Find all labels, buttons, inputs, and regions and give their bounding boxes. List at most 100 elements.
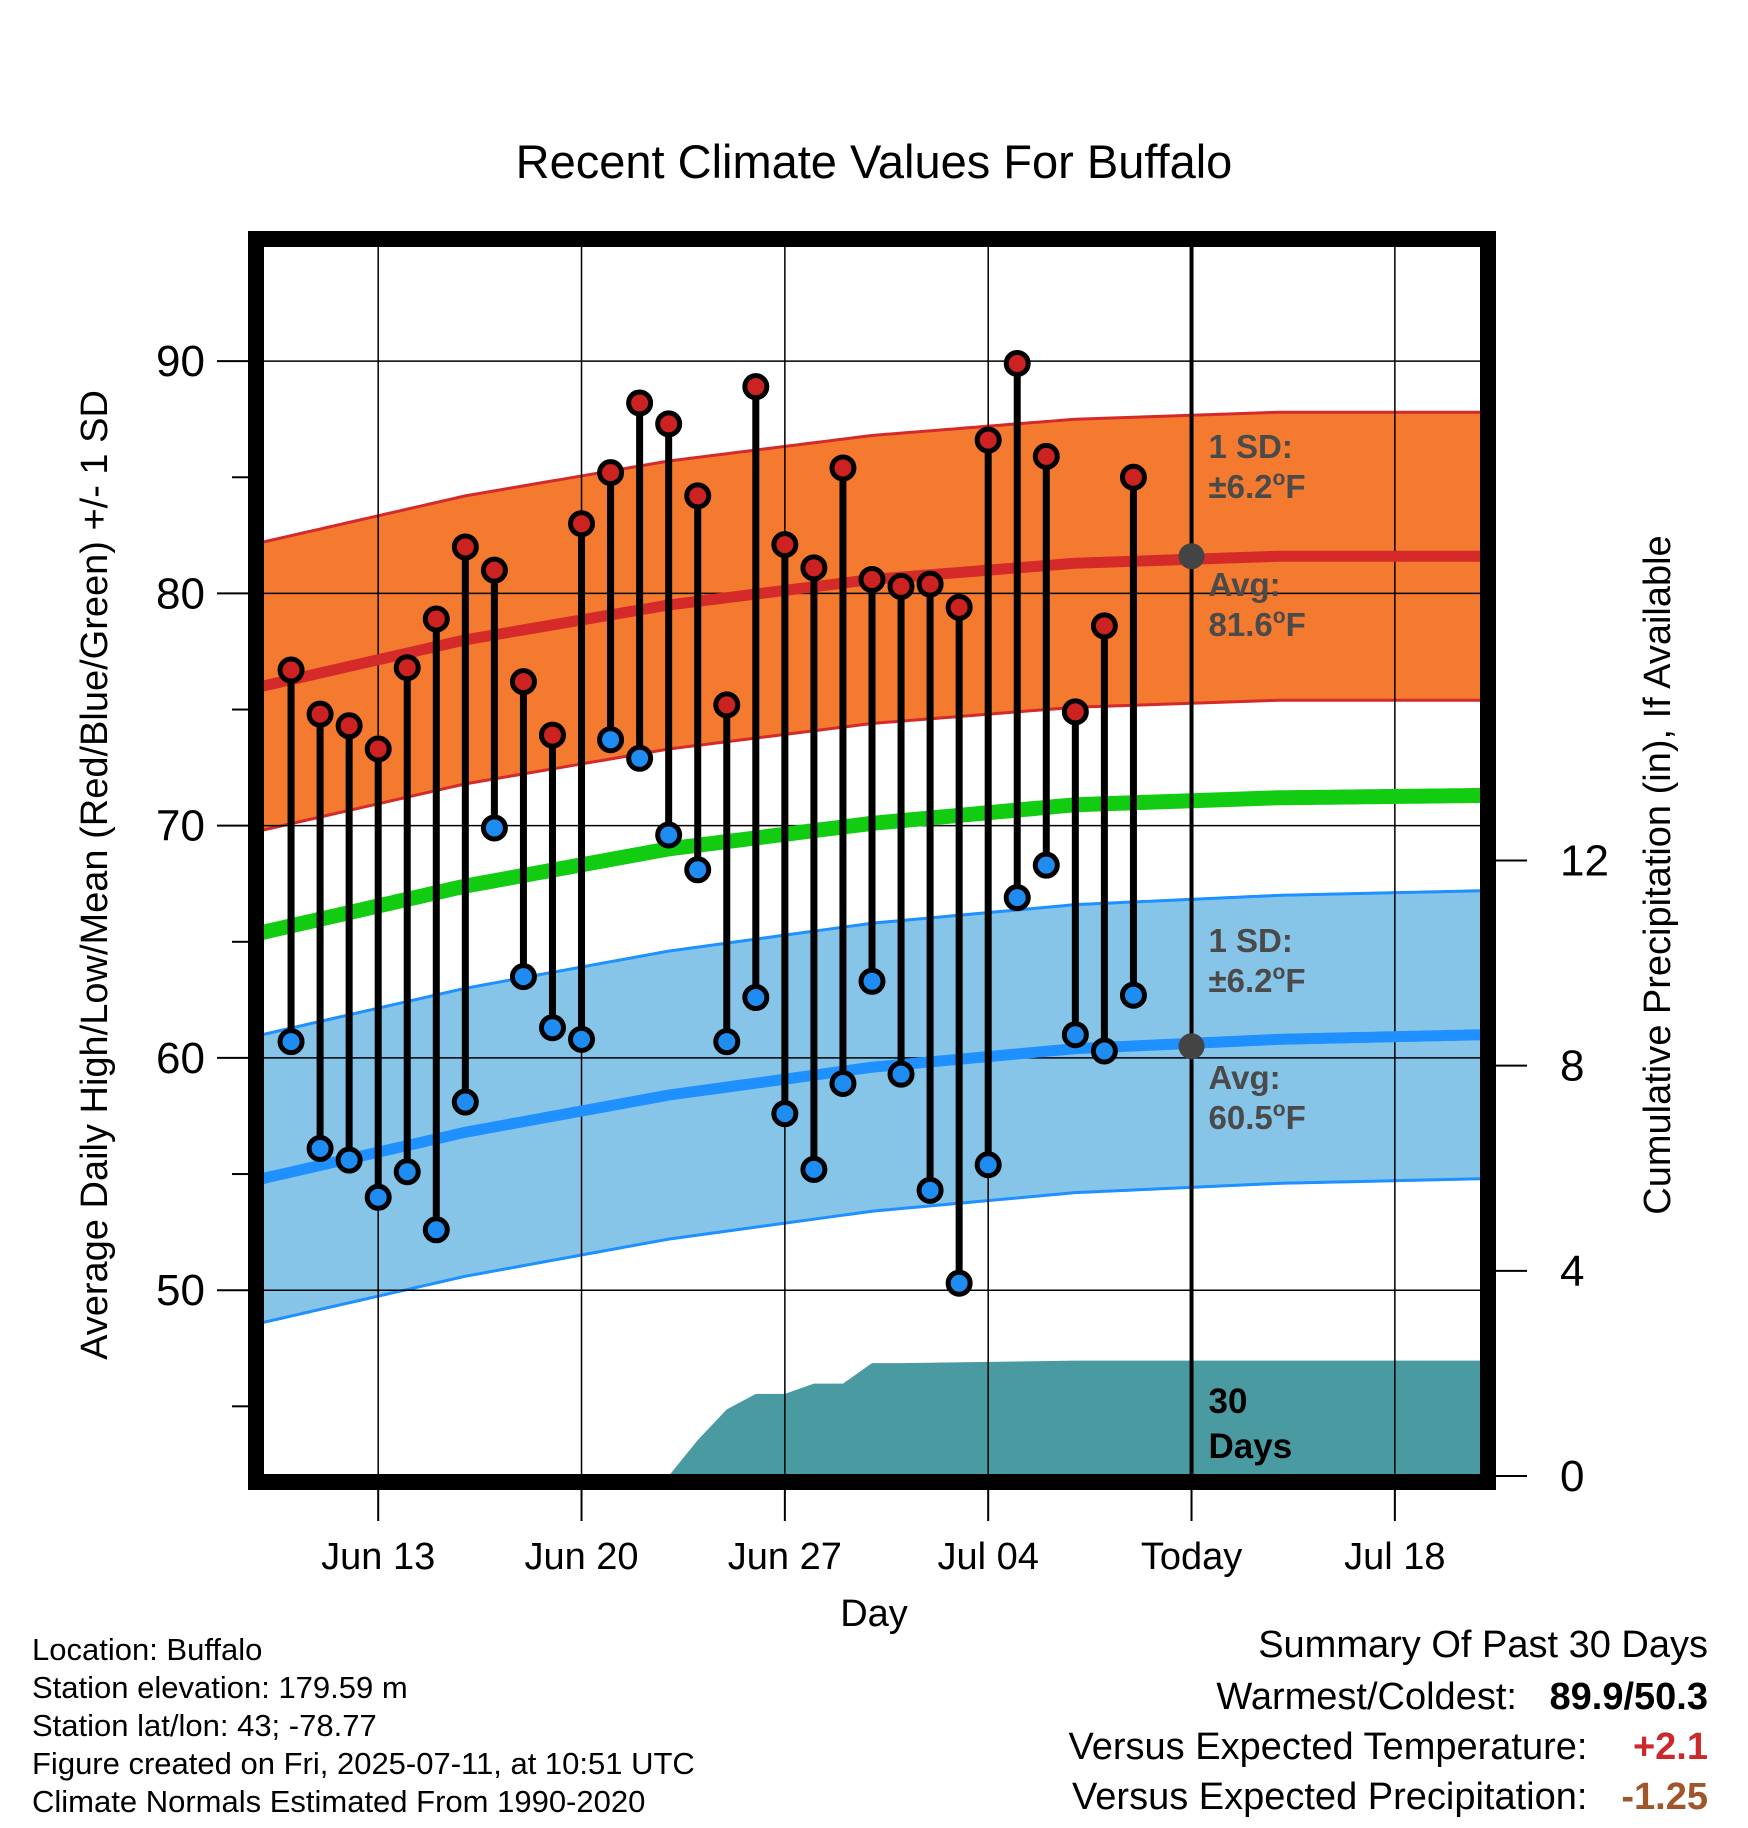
x-tick-label: Jun 13 <box>321 1536 435 1578</box>
daily-high-point <box>829 454 857 482</box>
daily-high-point <box>771 531 799 559</box>
daily-high-point <box>1090 612 1118 640</box>
daily-high-point <box>626 389 654 417</box>
daily-high-point <box>742 373 770 401</box>
low-sd-label: 1 SD: <box>1209 922 1293 959</box>
y2-tick-label: 0 <box>1560 1452 1584 1501</box>
daily-low-point <box>480 814 508 842</box>
x-tick-label: Jul 04 <box>937 1536 1038 1578</box>
meta-created: Figure created on Fri, 2025-07-11, at 10… <box>32 1746 695 1781</box>
daily-low-point <box>1032 851 1060 879</box>
meta-latlon: Station lat/lon: 43; -78.77 <box>32 1708 377 1743</box>
meta-elevation: Station elevation: 179.59 m <box>32 1670 408 1705</box>
daily-low-point <box>626 744 654 772</box>
daily-low-point <box>887 1060 915 1088</box>
y-axis-label: Average Daily High/Low/Mean (Red/Blue/Gr… <box>74 390 116 1360</box>
low-sd-band <box>262 890 1482 1323</box>
daily-low-point <box>829 1069 857 1097</box>
x-tick-label: Jul 18 <box>1344 1536 1445 1578</box>
daily-high-point <box>684 482 712 510</box>
meta-normals: Climate Normals Estimated From 1990-2020 <box>32 1784 646 1819</box>
daily-low-point <box>568 1025 596 1053</box>
plot-frame <box>248 231 1496 1490</box>
daily-low-point <box>277 1028 305 1056</box>
high-avg-value: 81.6oF <box>1209 605 1306 643</box>
daily-high-point <box>1003 349 1031 377</box>
high-sd-band-upper-edge <box>262 410 1482 544</box>
daily-high-point <box>335 712 363 740</box>
y2-tick-label: 8 <box>1560 1042 1584 1091</box>
daily-low-point <box>1061 1021 1089 1049</box>
daily-low-point <box>393 1158 421 1186</box>
summary-warm-cold: Warmest/Coldest: 89.9/50.3 <box>1216 1676 1708 1719</box>
y-tick-label: 60 <box>156 1034 205 1083</box>
y-tick-label: 50 <box>156 1266 205 1315</box>
y2-tick-label: 4 <box>1560 1247 1584 1296</box>
daily-high-point <box>509 668 537 696</box>
daily-low-point <box>306 1135 334 1163</box>
daily-low-point <box>1119 981 1147 1009</box>
daily-high-point <box>364 735 392 763</box>
summary-precip: Versus Expected Precipitation: -1.25 <box>1072 1776 1708 1819</box>
y-tick-label: 90 <box>156 337 205 386</box>
low-sd-band-lower-edge <box>262 1177 1482 1325</box>
daily-high-point <box>480 556 508 584</box>
daily-low-point <box>422 1216 450 1244</box>
x-tick-label: Jun 27 <box>728 1536 842 1578</box>
daily-high-point <box>800 554 828 582</box>
x-tick-label: Jun 20 <box>524 1536 638 1578</box>
daily-low-point <box>684 856 712 884</box>
daily-low-point <box>858 967 886 995</box>
high-sd-label: 1 SD: <box>1209 428 1293 465</box>
x-axis-label: Day <box>840 1593 908 1635</box>
precip-label-days: Days <box>1209 1427 1293 1466</box>
daily-high-point <box>451 533 479 561</box>
daily-high-point <box>1061 698 1089 726</box>
y2-tick-label: 12 <box>1560 837 1609 886</box>
daily-high-point <box>306 700 334 728</box>
high-sd-value: ±6.2oF <box>1209 467 1306 505</box>
daily-high-point <box>538 721 566 749</box>
low-sd-value: ±6.2oF <box>1209 961 1306 999</box>
daily-high-point <box>887 572 915 600</box>
y-tick-label: 80 <box>156 569 205 618</box>
daily-low-point <box>655 821 683 849</box>
daily-high-point <box>858 565 886 593</box>
summary-warm-cold-label: Warmest/Coldest: <box>1216 1676 1517 1718</box>
daily-low-point <box>771 1100 799 1128</box>
daily-low-point <box>451 1088 479 1116</box>
summary-heading: Summary Of Past 30 Days <box>1258 1624 1708 1666</box>
meta-location: Location: Buffalo <box>32 1632 263 1667</box>
daily-low-point <box>335 1146 363 1174</box>
daily-high-point <box>916 570 944 598</box>
daily-low-point <box>1003 884 1031 912</box>
summary-temp-value: +2.1 <box>1632 1726 1708 1768</box>
low-avg-today-marker <box>1178 1033 1205 1060</box>
daily-low-point <box>974 1151 1002 1179</box>
x-tick-label: Today <box>1141 1536 1242 1578</box>
summary-precip-label: Versus Expected Precipitation: <box>1072 1776 1588 1818</box>
summary-precip-value: -1.25 <box>1621 1776 1708 1818</box>
precip-label-count: 30 <box>1209 1382 1248 1421</box>
daily-high-point <box>568 510 596 538</box>
low-avg-label: Avg: <box>1209 1059 1281 1096</box>
daily-low-point <box>1090 1037 1118 1065</box>
summary-temp-label: Versus Expected Temperature: <box>1068 1726 1588 1768</box>
daily-high-point <box>1032 442 1060 470</box>
daily-high-point <box>393 654 421 682</box>
daily-low-point <box>713 1028 741 1056</box>
daily-low-point <box>538 1014 566 1042</box>
daily-high-point <box>713 691 741 719</box>
daily-high-point <box>945 593 973 621</box>
daily-low-point <box>597 726 625 754</box>
daily-high-point <box>1119 463 1147 491</box>
y2-axis-label: Cumulative Precipitation (in), If Availa… <box>1637 535 1679 1214</box>
daily-high-point <box>974 426 1002 454</box>
chart-title: Recent Climate Values For Buffalo <box>516 135 1233 188</box>
daily-low-point <box>364 1183 392 1211</box>
daily-high-point <box>597 459 625 487</box>
high-avg-today-marker <box>1178 543 1205 570</box>
y-tick-label: 70 <box>156 802 205 851</box>
